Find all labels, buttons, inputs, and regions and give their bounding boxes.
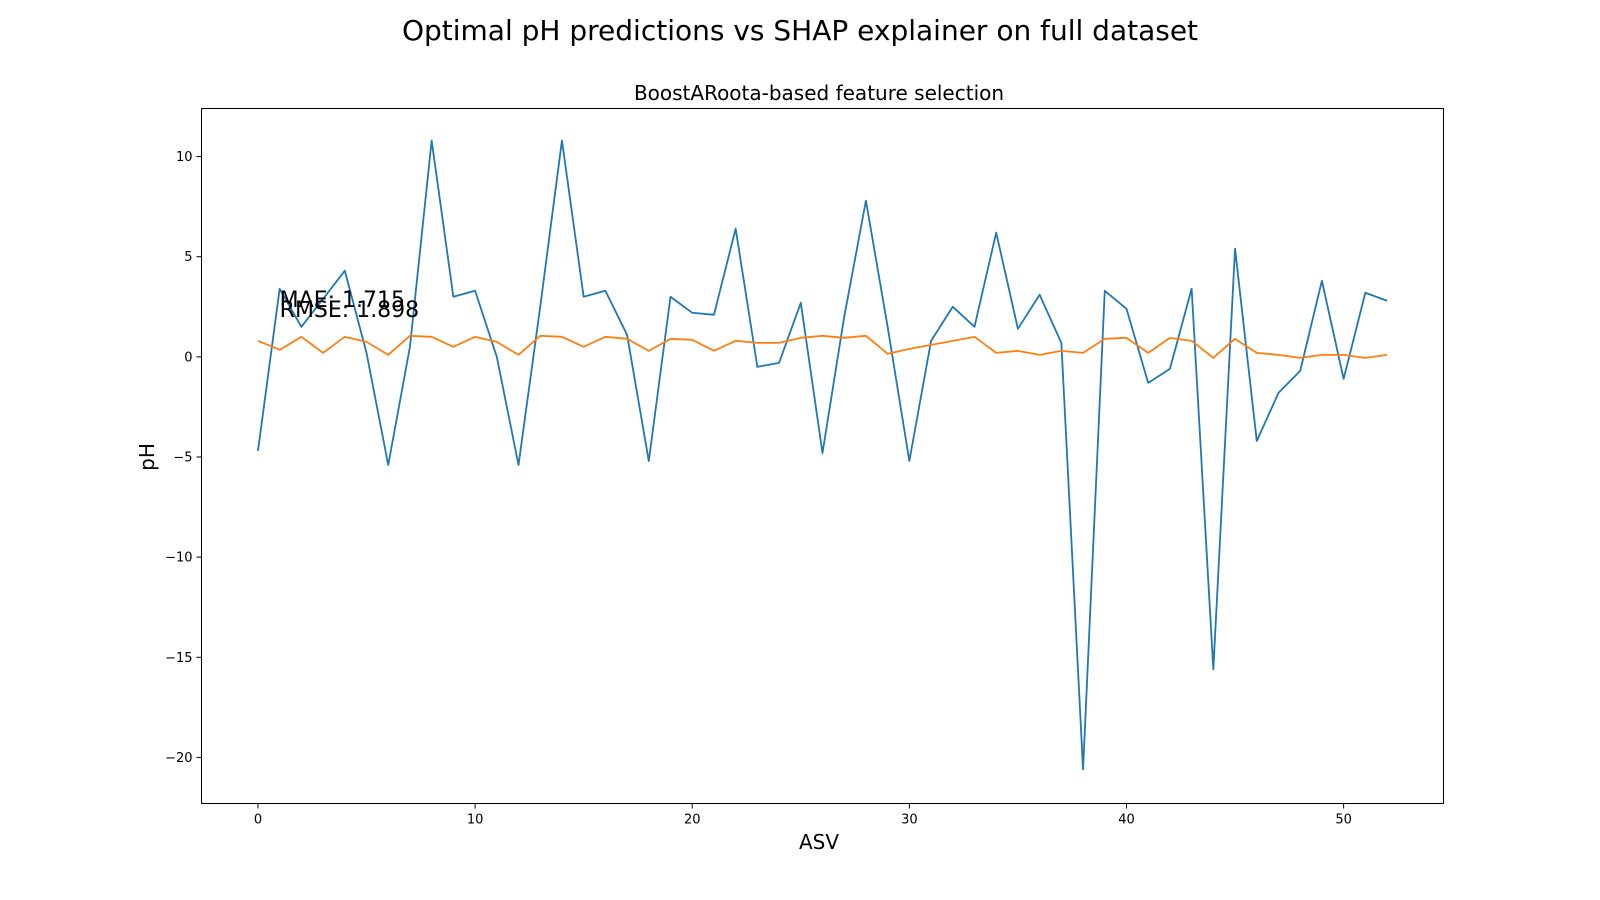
x-axis-label: ASV [799, 830, 839, 854]
y-tick-label: −10 [165, 551, 192, 566]
y-tick-label: 10 [176, 150, 193, 165]
x-tick-label: 0 [254, 813, 262, 828]
x-tick-label: 50 [1335, 813, 1352, 828]
y-tick-label: −5 [173, 451, 192, 466]
annotation-1: RMSE: 1.898 [280, 298, 420, 323]
y-tick-label: −20 [165, 751, 192, 766]
x-tick-label: 20 [684, 813, 701, 828]
series-line-0 [257, 139, 1388, 771]
x-tick-label: 30 [901, 813, 918, 828]
y-tick-label: −15 [165, 651, 192, 666]
axes-frame [201, 108, 1444, 804]
chart-title: BoostARoota-based feature selection [634, 81, 1004, 105]
y-tick-label: 0 [184, 350, 192, 365]
y-axis: 10 5 0 −5 −10 −15 −20 [165, 150, 202, 766]
series-line-1 [257, 334, 1388, 359]
y-tick-label: 5 [184, 250, 192, 265]
x-axis: 0 10 20 30 40 50 [254, 803, 1352, 828]
chart-suptitle: Optimal pH predictions vs SHAP explainer… [402, 14, 1198, 47]
x-tick-label: 40 [1118, 813, 1135, 828]
lines-layer [257, 139, 1388, 771]
y-axis-label: pH [135, 443, 159, 471]
annotation-0: MAE: 1.715 [280, 288, 405, 313]
x-tick-label: 10 [467, 813, 484, 828]
